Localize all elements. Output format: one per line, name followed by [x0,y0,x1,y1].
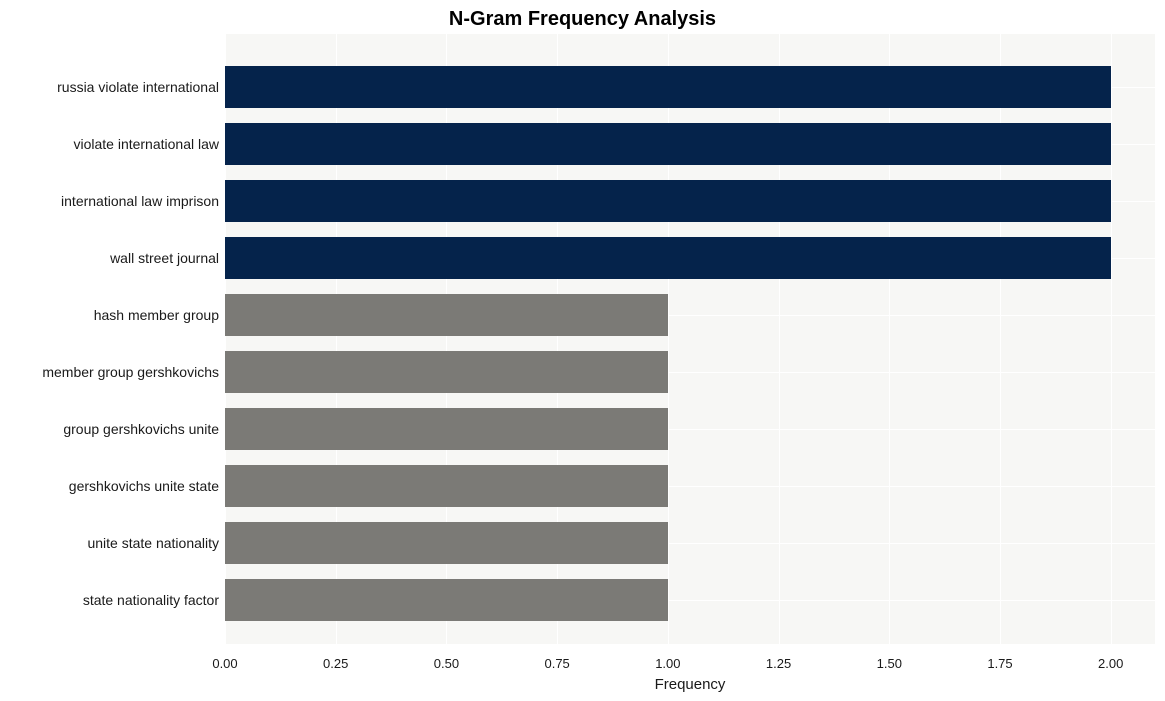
y-tick-label: violate international law [73,136,219,152]
y-tick-label: international law imprison [61,193,219,209]
bar [225,465,668,507]
x-tick-label: 1.25 [766,656,791,671]
bar [225,237,1111,279]
plot-panel [225,34,1155,644]
y-tick-label: group gershkovichs unite [63,421,219,437]
y-tick-label: unite state nationality [87,535,219,551]
bar [225,408,668,450]
x-tick-label: 1.75 [987,656,1012,671]
x-tick-label: 0.50 [434,656,459,671]
bar [225,180,1111,222]
x-tick-label: 0.25 [323,656,348,671]
grid-line [1111,34,1112,644]
chart-root: N-Gram Frequency Analysis Frequency 0.00… [0,0,1165,701]
y-tick-label: member group gershkovichs [42,364,219,380]
bar [225,294,668,336]
x-tick-label: 2.00 [1098,656,1123,671]
x-tick-label: 1.00 [655,656,680,671]
chart-title: N-Gram Frequency Analysis [0,8,1165,31]
bar [225,579,668,621]
bar [225,123,1111,165]
bar [225,522,668,564]
x-tick-label: 1.50 [877,656,902,671]
y-tick-label: hash member group [94,307,219,323]
x-tick-label: 0.75 [544,656,569,671]
x-tick-label: 0.00 [212,656,237,671]
y-tick-label: wall street journal [110,250,219,266]
x-axis-title: Frequency [225,676,1155,693]
bar [225,351,668,393]
y-tick-label: state nationality factor [83,592,219,608]
y-tick-label: russia violate international [57,79,219,95]
y-tick-label: gershkovichs unite state [69,478,219,494]
bar [225,66,1111,108]
